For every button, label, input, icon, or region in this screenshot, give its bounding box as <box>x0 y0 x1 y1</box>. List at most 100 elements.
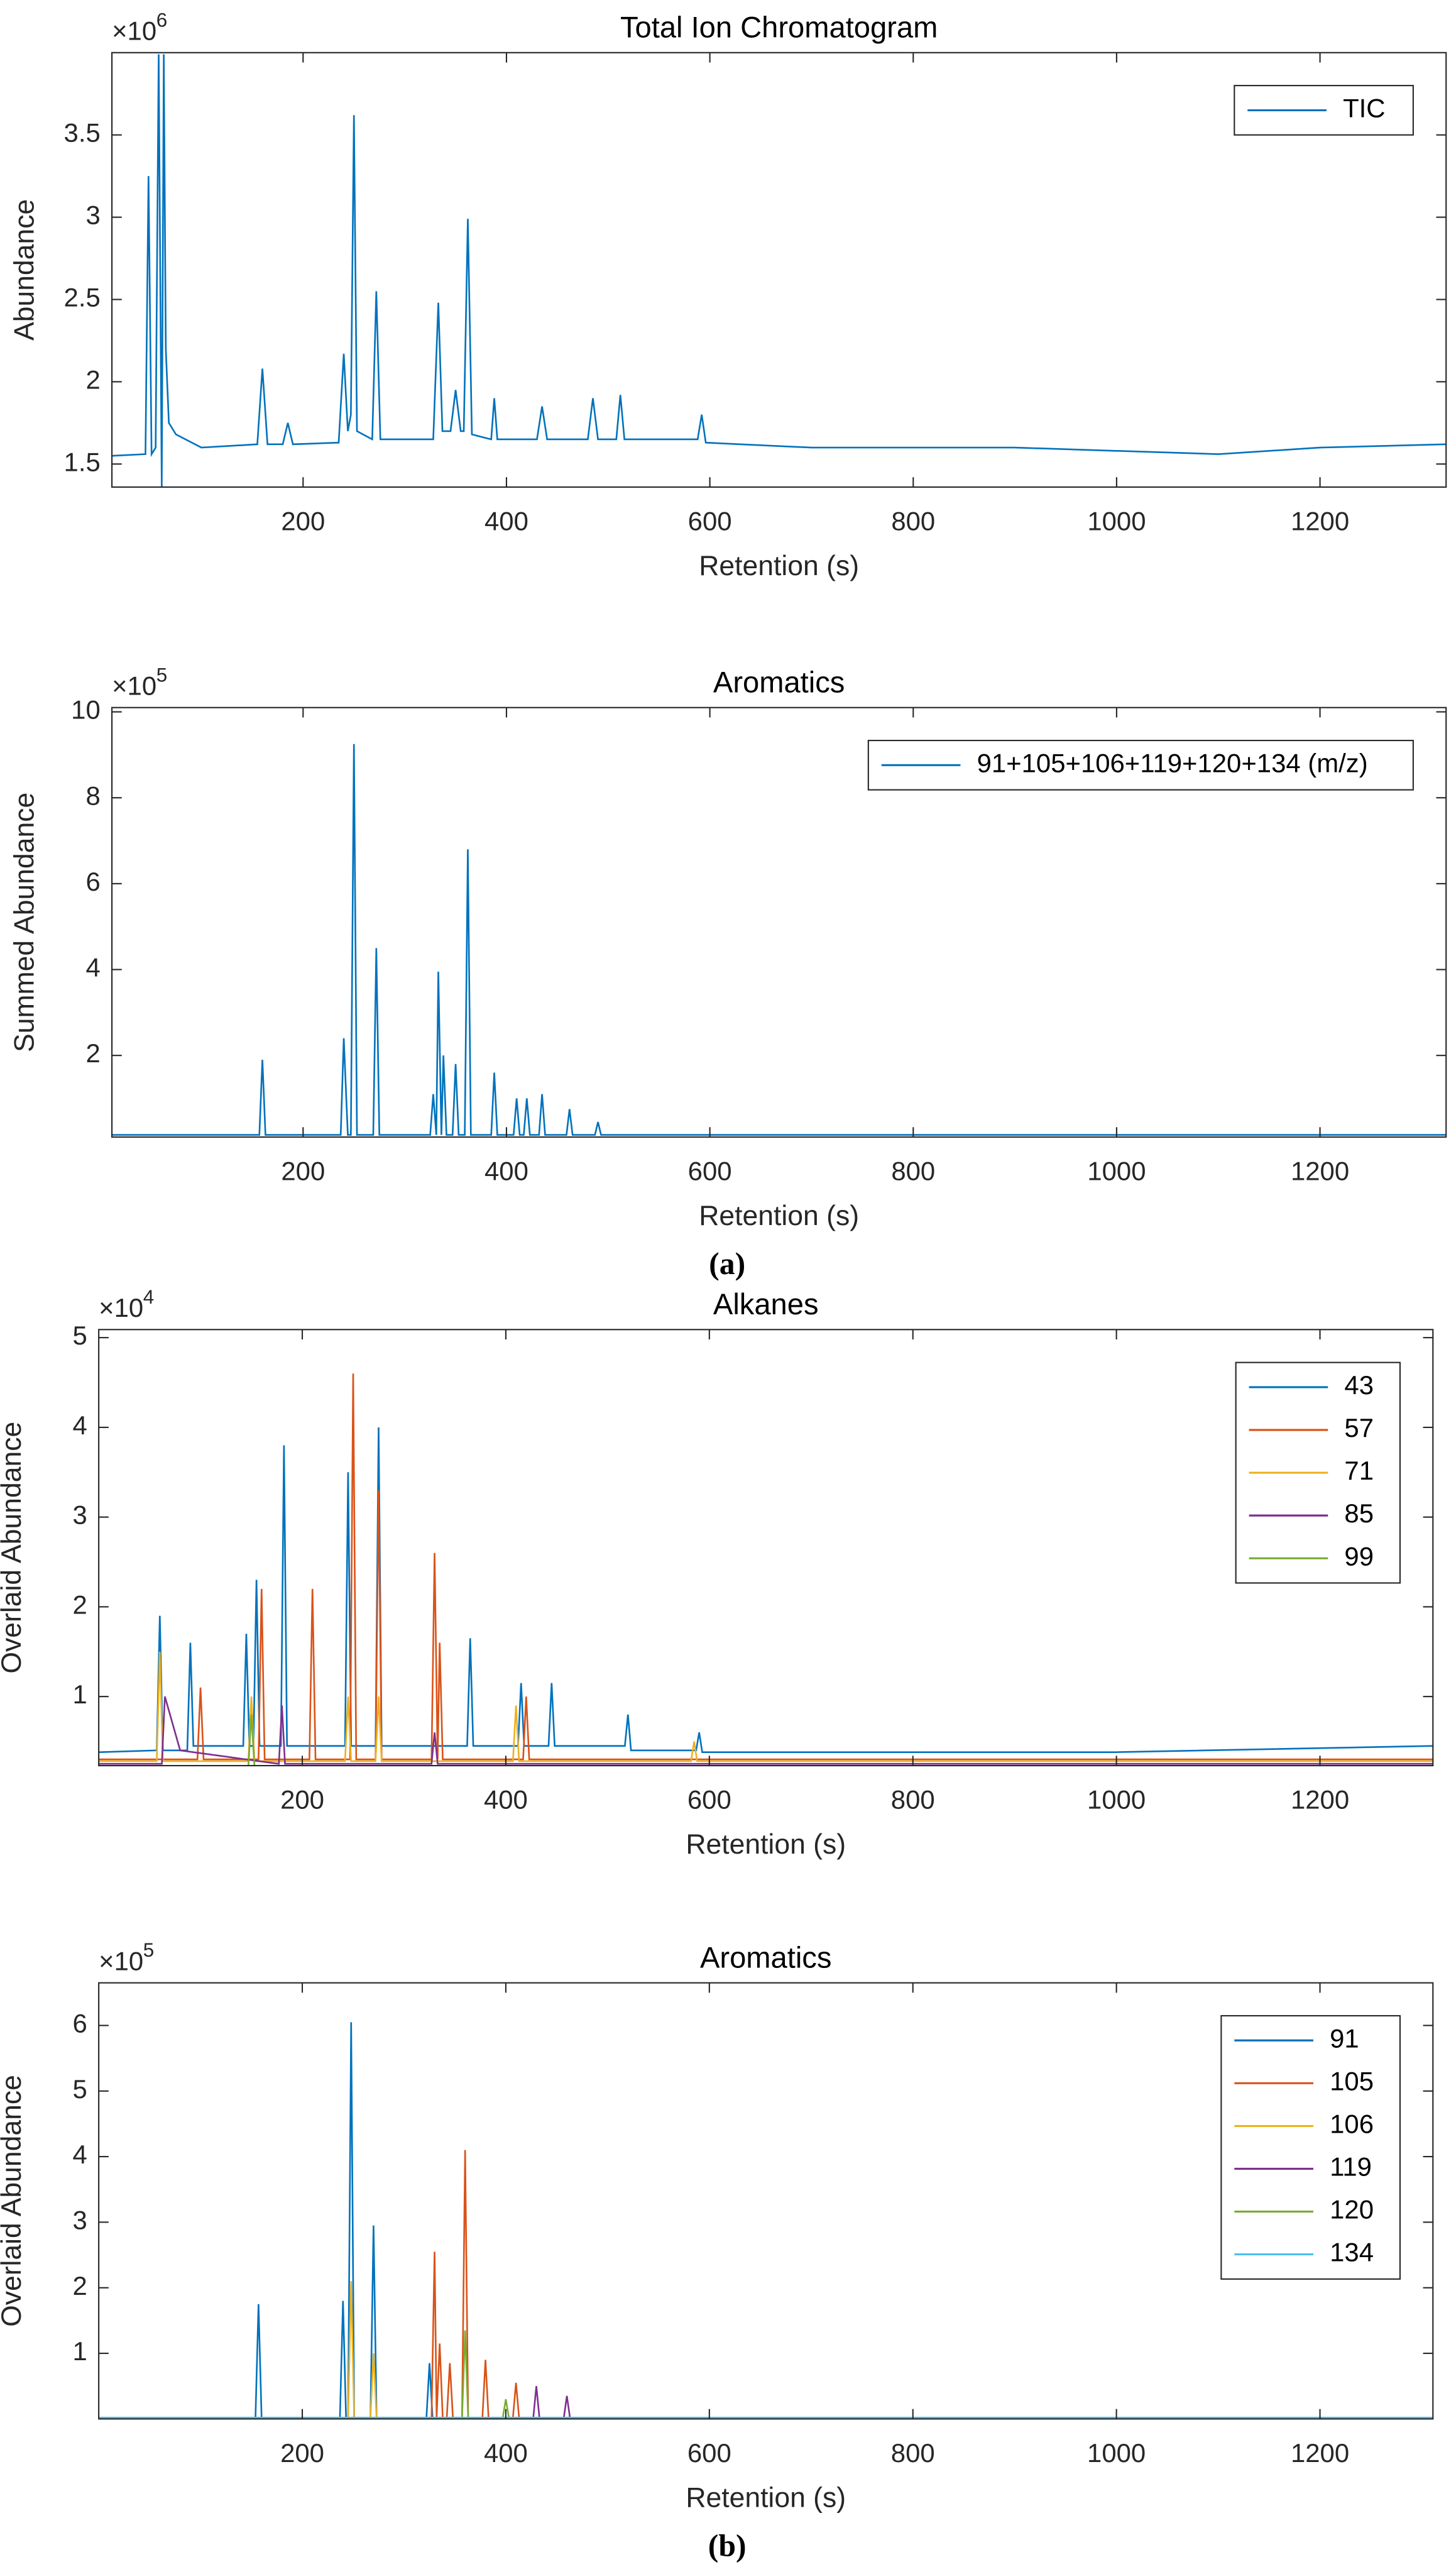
y-tick-label: 2 <box>73 1590 87 1619</box>
x-axis-label: Retention (s) <box>699 551 859 581</box>
legend-label: 105 <box>1330 2066 1374 2096</box>
legend-label: 91+105+106+119+120+134 (m/z) <box>977 748 1368 778</box>
x-tick-label: 1000 <box>1087 1785 1146 1815</box>
series-line <box>99 1651 1433 1762</box>
series-line <box>112 54 1447 487</box>
x-tick-label: 1200 <box>1291 2438 1349 2468</box>
y-tick-label: 2.5 <box>64 283 101 312</box>
x-tick-label: 200 <box>280 1785 324 1815</box>
axis-multiplier: ×10 <box>99 1946 143 1976</box>
y-tick-label: 10 <box>71 695 101 725</box>
y-tick-label: 1 <box>73 2336 87 2366</box>
y-tick-label: 6 <box>73 2009 87 2038</box>
x-tick-label: 1200 <box>1291 1785 1349 1815</box>
x-tick-label: 1200 <box>1291 1157 1349 1186</box>
plot-frame <box>111 52 1447 488</box>
chart-title: Aromatics <box>713 666 845 699</box>
x-tick-label: 800 <box>891 1785 935 1815</box>
x-axis-label: Retention (s) <box>686 2482 846 2513</box>
axis-exponent: 5 <box>156 664 167 686</box>
legend-label: TIC <box>1343 93 1385 123</box>
chart: 200 400 600 800 1000 1200 1.5 2 2.5 3 3.5 Total Ion… <box>9 9 1447 581</box>
series-line <box>99 1373 1433 1761</box>
y-tick-label: 4 <box>73 2140 87 2169</box>
x-tick-label: 400 <box>484 1157 528 1186</box>
caption: (b) <box>708 2529 747 2563</box>
y-axis-label: Overlaid Abundance <box>0 2075 27 2327</box>
x-tick-label: 600 <box>688 1157 732 1186</box>
legend-label: 57 <box>1344 1413 1374 1443</box>
axis-multiplier: ×10 <box>112 16 156 45</box>
y-tick-label: 6 <box>85 867 100 896</box>
y-tick-label: 3 <box>73 2205 87 2234</box>
chart: 200 400 600 800 1000 1200 2 4 6 8 10 Aromatics Reten… <box>9 664 1447 1231</box>
axis-multiplier: ×10 <box>99 1293 143 1322</box>
x-tick-label: 1200 <box>1291 507 1349 536</box>
legend-label: 119 <box>1330 2152 1372 2182</box>
y-axis-label: Abundance <box>9 199 40 341</box>
plot-frame <box>98 1329 1434 1767</box>
x-tick-label: 200 <box>281 507 325 536</box>
x-tick-label: 600 <box>687 2438 731 2468</box>
caption: (a) <box>709 1246 745 1281</box>
x-axis-label: Retention (s) <box>699 1201 859 1231</box>
x-tick-label: 1000 <box>1087 1157 1146 1186</box>
x-tick-label: 1000 <box>1087 507 1146 536</box>
axis-exponent: 5 <box>143 1939 154 1961</box>
axis-exponent: 4 <box>143 1286 154 1308</box>
chart: 200 400 600 800 1000 1200 1 2 3 4 5 Alkanes Retentio… <box>0 1286 1434 1860</box>
chart-title: Aromatics <box>700 1940 831 1974</box>
y-tick-label: 2 <box>73 2271 87 2300</box>
plot-area <box>99 1982 1433 2419</box>
axis-exponent: 6 <box>156 9 167 31</box>
legend-label: 134 <box>1330 2238 1374 2267</box>
series-line <box>112 744 1447 1136</box>
series-line <box>247 1714 256 1766</box>
x-tick-label: 200 <box>281 1157 325 1186</box>
y-tick-label: 5 <box>73 1321 87 1350</box>
y-axis-label: Overlaid Abundance <box>0 1422 27 1674</box>
y-tick-label: 3 <box>85 201 100 230</box>
x-tick-label: 600 <box>687 1785 731 1815</box>
y-axis-label: Summed Abundance <box>9 793 40 1052</box>
y-tick-label: 4 <box>73 1410 87 1440</box>
legend-label: 106 <box>1330 2109 1374 2138</box>
y-tick-label: 8 <box>85 781 100 810</box>
plot-frame <box>111 706 1447 1138</box>
legend-label: 120 <box>1330 2195 1374 2224</box>
legend-label: 71 <box>1344 1456 1374 1485</box>
x-tick-label: 600 <box>688 507 732 536</box>
chart: 200 400 600 800 1000 1200 1 2 3 4 5 6 Aromatics Reten… <box>0 1939 1434 2513</box>
x-tick-label: 800 <box>891 2438 935 2468</box>
y-tick-label: 2 <box>85 1038 100 1068</box>
legend-box <box>1220 2015 1401 2280</box>
plot-area <box>99 1329 1433 1766</box>
plot-frame <box>98 1982 1434 2420</box>
x-tick-label: 400 <box>484 507 528 536</box>
x-tick-label: 1000 <box>1087 2438 1146 2468</box>
series-line <box>99 2022 1433 2419</box>
x-tick-label: 800 <box>891 507 935 536</box>
y-tick-label: 3 <box>73 1500 87 1530</box>
y-tick-label: 2 <box>85 365 100 394</box>
y-tick-label: 1 <box>73 1679 87 1709</box>
y-tick-label: 1.5 <box>64 447 101 476</box>
series-line <box>99 1696 1433 1765</box>
y-tick-label: 4 <box>85 953 100 982</box>
plot-area <box>112 52 1447 487</box>
y-tick-label: 5 <box>73 2074 87 2104</box>
x-tick-label: 400 <box>484 2438 528 2468</box>
x-tick-label: 800 <box>891 1157 935 1186</box>
chart-title: Alkanes <box>713 1287 819 1321</box>
legend-label: 85 <box>1344 1498 1374 1528</box>
x-tick-label: 400 <box>484 1785 528 1815</box>
legend-label: 91 <box>1330 2023 1359 2053</box>
x-tick-label: 200 <box>280 2438 324 2468</box>
legend-label: 99 <box>1344 1541 1374 1571</box>
legend-label: 43 <box>1344 1370 1374 1400</box>
y-tick-label: 3.5 <box>64 118 101 148</box>
axis-multiplier: ×10 <box>112 671 156 700</box>
x-axis-label: Retention (s) <box>686 1829 846 1860</box>
chart-title: Total Ion Chromatogram <box>620 11 938 44</box>
